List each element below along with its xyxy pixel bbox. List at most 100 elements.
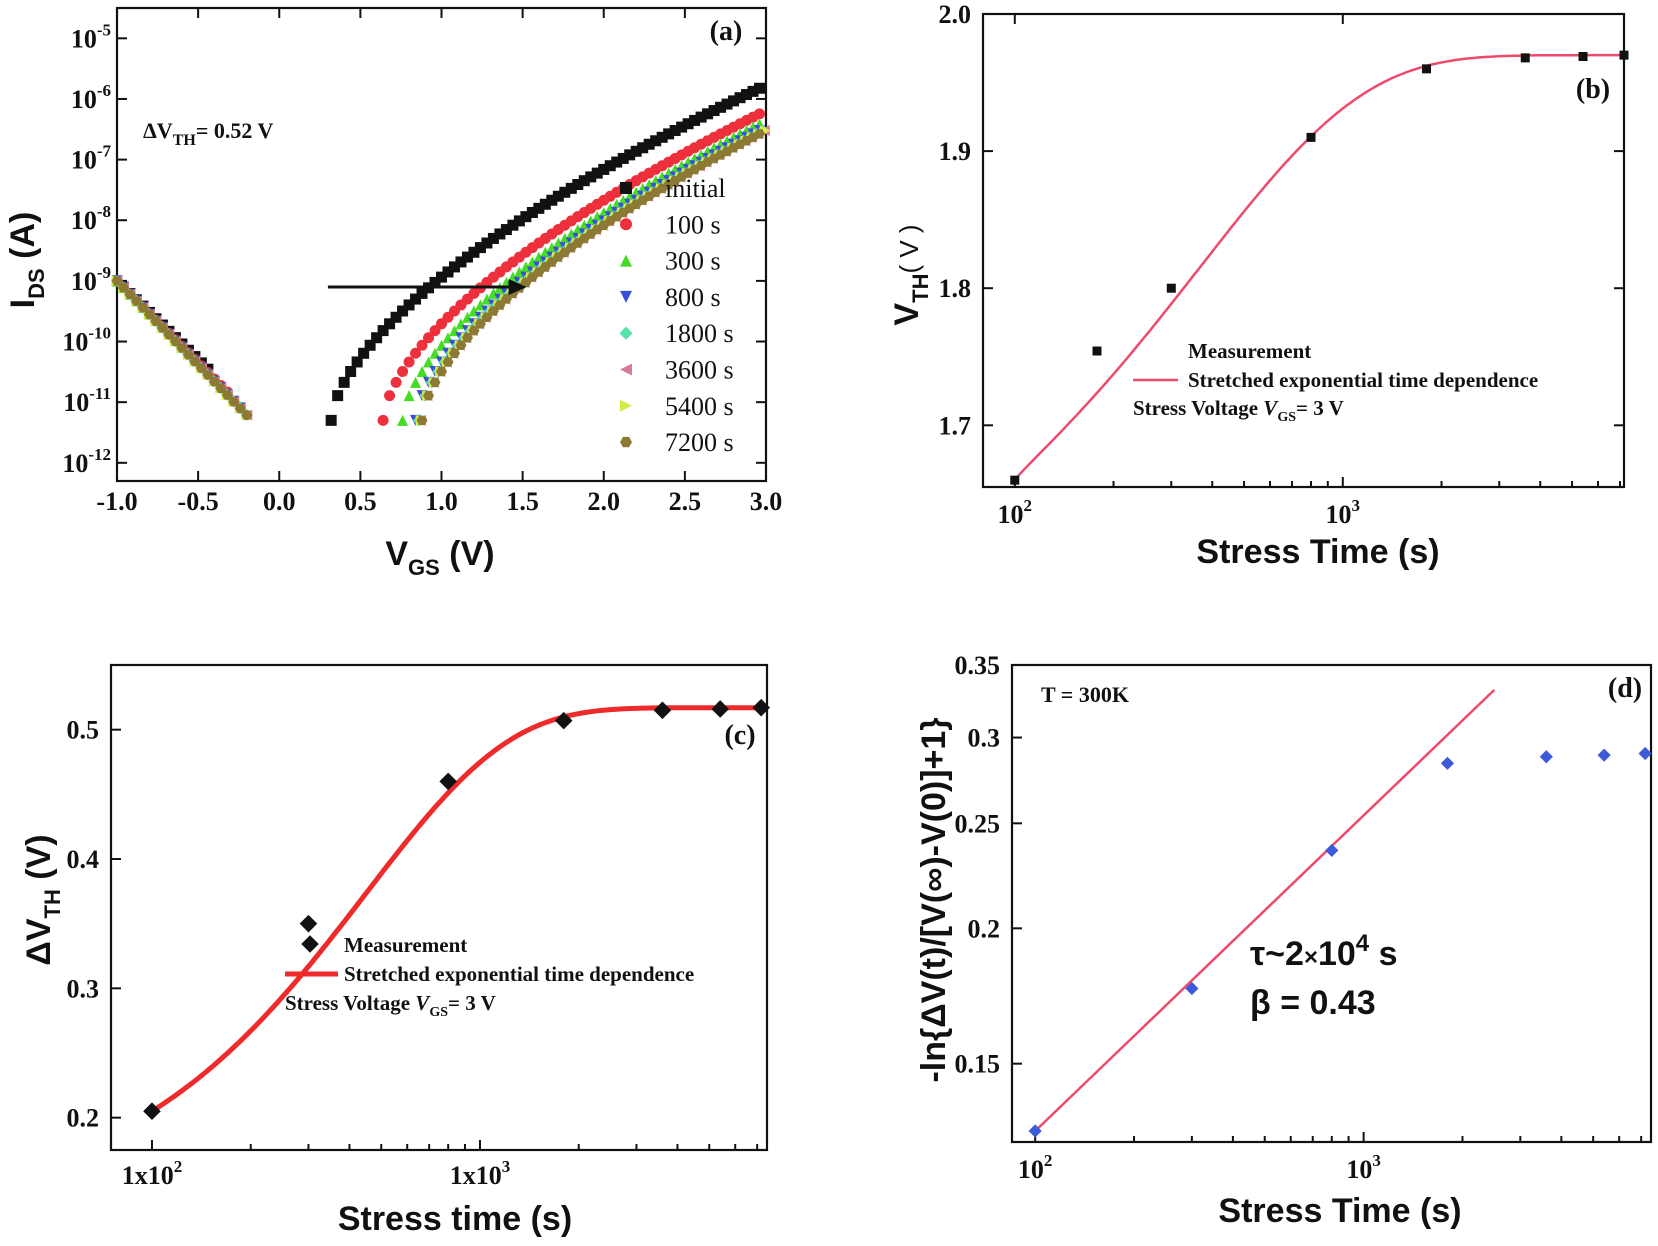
data-point (734, 92, 746, 104)
data-point (410, 376, 422, 388)
stress-sub: GS (429, 1005, 448, 1020)
data-point (1619, 50, 1629, 60)
data-point (423, 332, 435, 344)
data-point (604, 160, 616, 172)
x-tick-label: 102 (998, 496, 1032, 529)
legend-label: initial (665, 174, 726, 203)
data-point (494, 228, 506, 240)
y-tick-label: 0.5 (67, 716, 100, 745)
tick-base: 1x10 (450, 1161, 502, 1190)
data-point (481, 237, 493, 249)
data-point (585, 171, 597, 183)
tick-exponent: 3 (1372, 1151, 1381, 1170)
ylabel-unit: ( V ) (894, 224, 924, 273)
data-point (423, 390, 434, 401)
y-tick-label: 10-7 (71, 142, 112, 175)
data-point (624, 149, 636, 161)
data-point (332, 390, 344, 402)
tick-exponent: -12 (88, 445, 111, 464)
data-point (416, 287, 428, 299)
panel-label: (a) (710, 16, 743, 47)
data-point (754, 82, 766, 94)
data-point (410, 347, 422, 359)
data-point (156, 323, 168, 333)
tau-mid: 10 (1318, 935, 1356, 973)
data-point (397, 305, 409, 317)
data-point (124, 289, 136, 300)
fit-curve (150, 705, 762, 1114)
y-axis-label: -ln{ΔV(t)/[V(∞)-V(0)]+1} (915, 717, 953, 1082)
tick-exponent: -7 (97, 142, 112, 161)
panel-label: (d) (1608, 673, 1642, 704)
x-tick-label: 1x103 (450, 1157, 511, 1190)
data-point (591, 167, 603, 179)
data-point (663, 128, 675, 140)
data-point (617, 152, 629, 164)
data-point (436, 271, 447, 283)
data-point (1166, 283, 1176, 293)
x-tick-label: -1.0 (96, 487, 137, 516)
tick-exponent: -6 (97, 81, 111, 100)
data-point (546, 194, 558, 206)
data-point (416, 415, 428, 426)
x-tick-label: 103 (1346, 1151, 1381, 1184)
data-point (1306, 132, 1316, 142)
data-point (215, 383, 227, 394)
legend-label: Measurement (344, 933, 467, 957)
data-point (403, 390, 415, 402)
legend-marker (619, 326, 633, 340)
data-point (572, 179, 584, 191)
x-axis-label: Stress time (s) (338, 1200, 572, 1238)
data-point (494, 300, 506, 310)
data-point (429, 276, 441, 288)
data-point (500, 294, 512, 304)
data-point (611, 156, 623, 168)
shift-arrow (327, 278, 527, 295)
legend-label: Stretched exponential time dependence (1188, 368, 1538, 392)
ylabel-main: I (4, 299, 42, 308)
x-axis-label: Stress Time (s) (1218, 1192, 1461, 1230)
tick-base: 10 (1326, 500, 1352, 529)
data-point (403, 299, 415, 311)
y-tick-label: 10-9 (71, 263, 111, 296)
data-point (565, 228, 577, 240)
legend-marker (620, 218, 632, 231)
tick-exponent: 2 (1044, 1151, 1053, 1170)
x-tick-label: 2.0 (588, 487, 621, 516)
data-point (520, 211, 532, 223)
data-point (390, 376, 402, 388)
data-point (1520, 53, 1530, 63)
data-point (637, 142, 649, 154)
data-point (1597, 748, 1611, 762)
series-7200-s (111, 129, 765, 426)
x-tick-label: 3.0 (750, 487, 783, 516)
data-point (416, 365, 428, 377)
data-point (221, 390, 233, 400)
xlabel-sub: GS (408, 555, 440, 580)
x-tick-label: -0.5 (178, 487, 219, 516)
legend: Measurement Stretched exponential time de… (285, 933, 694, 1020)
y-tick-label: 0.3 (67, 974, 100, 1003)
measurement-points (143, 698, 770, 1120)
data-point (1440, 756, 1455, 770)
y-axis-label: VTH( V ) (888, 224, 933, 325)
data-point (468, 246, 480, 258)
data-point (176, 343, 188, 353)
legend-label: 5400 s (665, 392, 734, 421)
y-tick-label: 0.2 (67, 1104, 100, 1133)
panel-c-frame (109, 663, 769, 1152)
data-point (1010, 475, 1020, 485)
data-point (299, 914, 318, 933)
data-point (111, 276, 123, 286)
data-point (338, 376, 350, 388)
data-point (1325, 843, 1339, 858)
data-point (559, 186, 571, 198)
data-point (439, 772, 457, 791)
data-point (416, 339, 428, 351)
tick-base: 10 (63, 388, 89, 417)
data-point (715, 101, 727, 113)
tick-base: 10 (1346, 1155, 1372, 1184)
y-tick-label: 10-12 (62, 445, 111, 478)
data-point (182, 350, 194, 360)
data-point (1185, 981, 1199, 996)
